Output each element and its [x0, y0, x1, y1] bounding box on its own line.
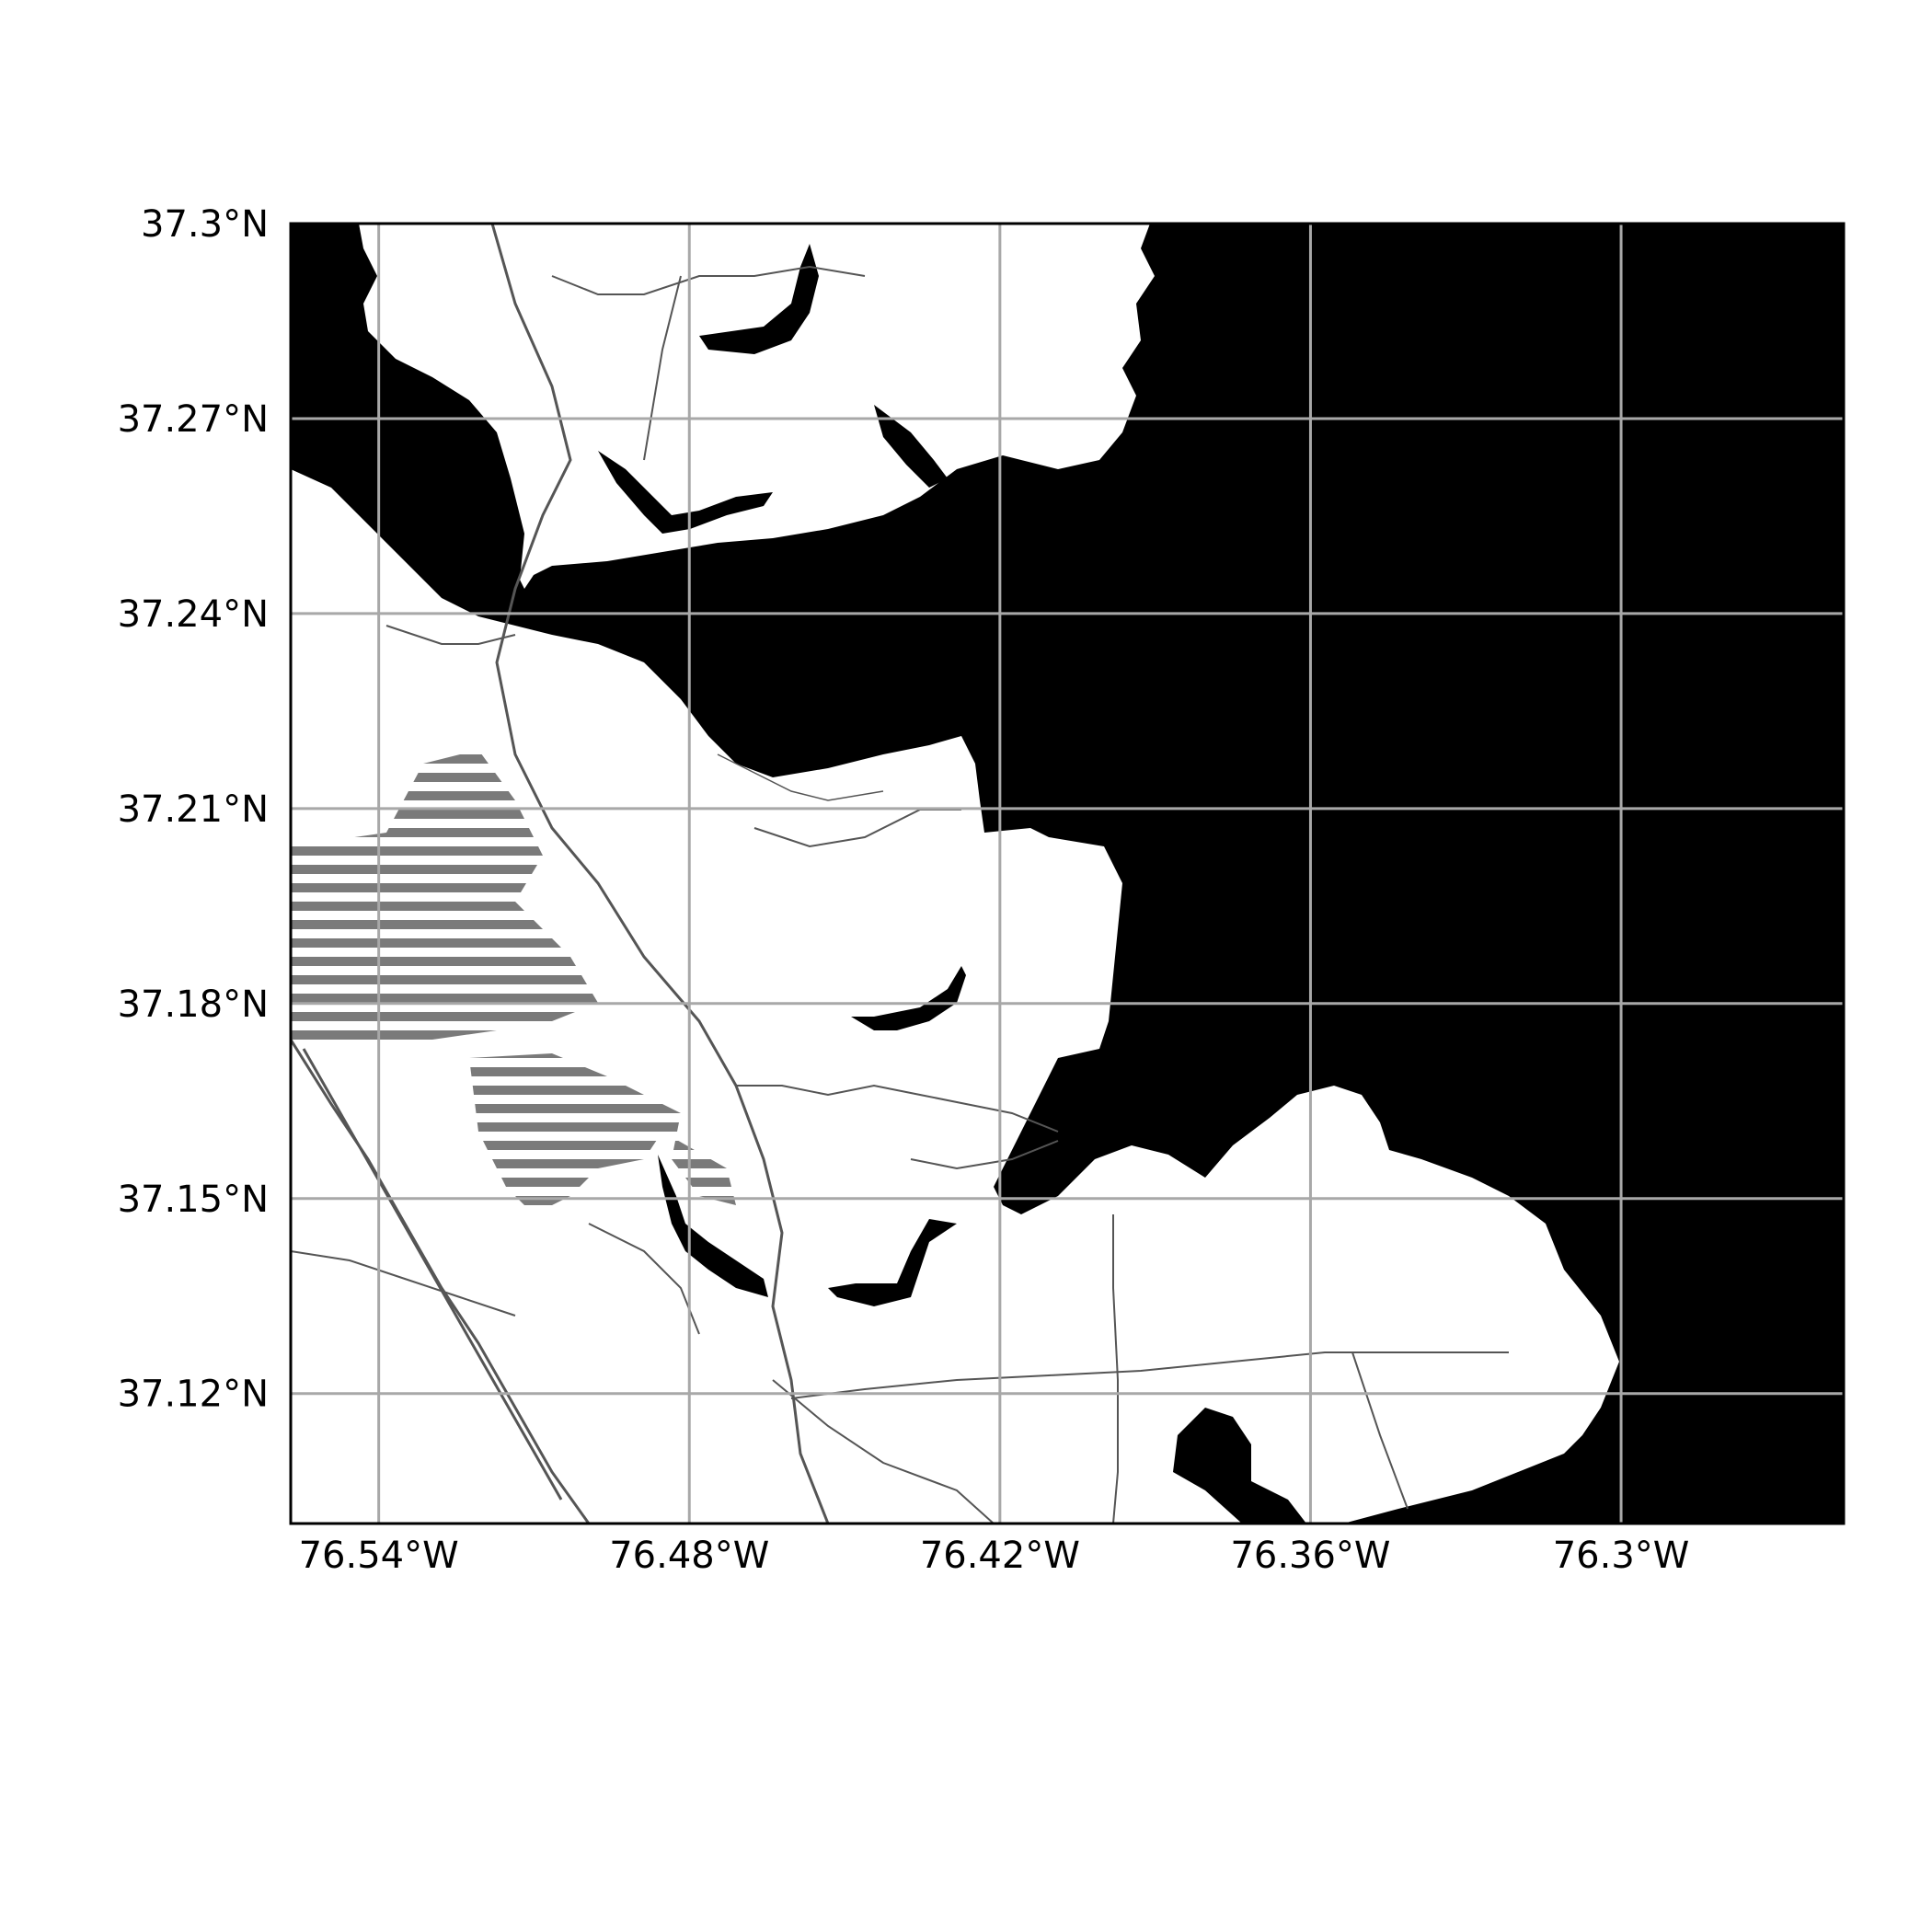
lat-tick-label: 37.18°N [118, 983, 269, 1026]
creek-east [851, 966, 966, 1030]
lat-tick-label: 37.12°N [118, 1374, 269, 1416]
creek-north-c [874, 405, 948, 488]
lat-tick-label: 37.15°N [118, 1179, 269, 1221]
hatched-area-west [291, 750, 598, 1040]
creek-north-a [699, 244, 819, 354]
latitude-tick-labels: 37.3°N 37.27°N 37.24°N 37.21°N 37.18°N 37.15°… [118, 203, 269, 1416]
road-network [291, 224, 1509, 1524]
lat-tick-label: 37.24°N [118, 593, 269, 636]
creek-north-b [598, 451, 773, 534]
lat-tick-label: 37.27°N [118, 398, 269, 441]
map-frame [289, 222, 1846, 1525]
creek-center [658, 1155, 768, 1297]
gridlines [291, 222, 1844, 1524]
lat-tick-label: 37.21°N [118, 788, 269, 831]
map-area[interactable] [291, 224, 1844, 1524]
lon-tick-label: 76.54°W [299, 1535, 459, 1577]
lon-tick-label: 76.48°W [609, 1535, 769, 1577]
north-shore-land [359, 224, 1155, 589]
bay-southeast [1173, 1408, 1306, 1524]
hatched-area-central [469, 1053, 736, 1214]
longitude-tick-labels: 76.54°W 76.48°W 76.42°W 76.36°W 76.3°W [299, 1535, 1690, 1577]
lon-tick-label: 76.42°W [920, 1535, 1080, 1577]
creek-south [828, 1219, 957, 1306]
lon-tick-label: 76.36°W [1230, 1535, 1390, 1577]
lat-tick-label: 37.3°N [141, 203, 269, 246]
lon-tick-label: 76.3°W [1553, 1535, 1690, 1577]
